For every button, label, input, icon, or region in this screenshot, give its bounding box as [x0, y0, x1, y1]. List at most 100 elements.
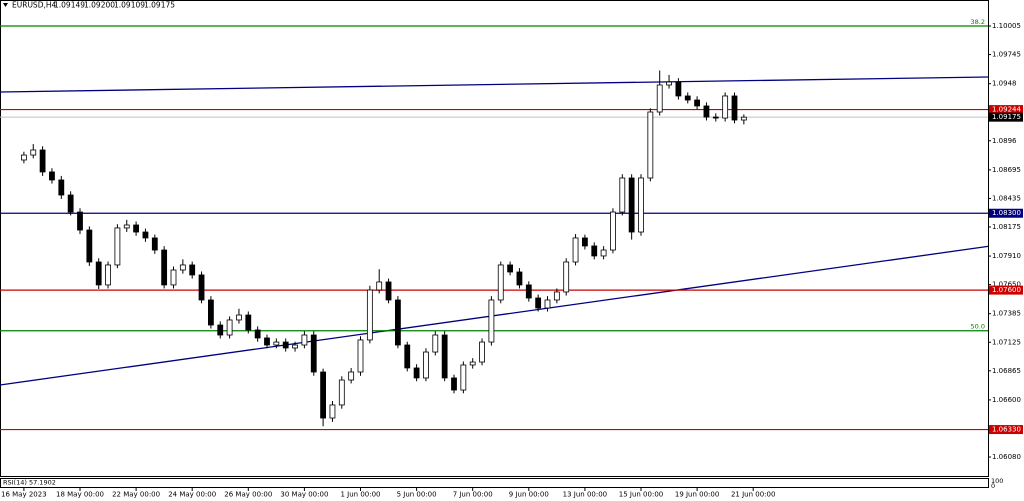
x-tick-label: 30 May 00:00 [280, 491, 328, 499]
y-tick-label: 1.09745 [992, 51, 1021, 59]
candle-body [507, 264, 514, 273]
price-box-label: 1.06330 [992, 426, 1021, 434]
plot-frame [0, 0, 989, 477]
y-tick-label: 1.08175 [992, 223, 1021, 231]
candle-body [301, 334, 308, 346]
x-tick-label: 15 Jun 00:00 [619, 491, 663, 499]
candle-body [189, 264, 196, 276]
candle-body [217, 324, 224, 336]
y-tick-label: 1.07125 [992, 338, 1021, 346]
candle-body [264, 337, 270, 346]
candle-body [675, 81, 682, 97]
candle-body [161, 249, 168, 286]
rsi-frame [0, 478, 989, 488]
x-tick-label: 16 May 2023 [1, 491, 47, 499]
candle-body [722, 95, 729, 119]
candle-body [572, 237, 579, 263]
ohlc-open: 1.09149 [54, 1, 85, 10]
candle-body [123, 224, 130, 229]
candle-body [236, 314, 242, 321]
x-tick-label: 5 Jun 00:00 [397, 491, 437, 499]
candle-body [591, 245, 598, 257]
candle-body [179, 264, 186, 271]
price-box-label: 1.09244 [992, 106, 1021, 114]
ohlc-low: 1.09109 [114, 1, 145, 10]
candle-body [133, 224, 140, 233]
candle-body [198, 274, 205, 301]
candle-body [638, 177, 644, 233]
candle-body [497, 264, 504, 301]
y-tick-label: 1.06865 [992, 367, 1021, 375]
price-box-label: 1.07600 [992, 286, 1021, 294]
candle-body [394, 299, 401, 346]
rsi-tick: 100 [991, 477, 1003, 485]
candle-body [114, 227, 121, 266]
x-tick-label: 22 May 00:00 [112, 491, 160, 499]
candle-body [20, 154, 27, 161]
candle-body [712, 116, 719, 119]
symbol: EURUSD,H4 [12, 1, 56, 10]
candle-body [432, 334, 439, 353]
candle-body [666, 81, 672, 86]
candle-body [170, 269, 177, 286]
candle-body [451, 377, 457, 391]
candle-body [563, 261, 570, 293]
candle-body [413, 367, 420, 379]
candle-body [49, 171, 55, 181]
price-box [989, 105, 1023, 115]
candle-body [366, 289, 373, 341]
y-tick-label: 1.08695 [992, 166, 1021, 174]
candle-body [647, 111, 654, 179]
candle-body [282, 341, 289, 349]
rsi-label: RSI(14) 57.1902 [3, 479, 56, 487]
candle-body [86, 229, 93, 263]
fib-label: 38.2 [971, 18, 985, 26]
candle-body [460, 364, 467, 391]
candle-body [226, 319, 233, 336]
candle-body [619, 177, 626, 213]
ohlc-close: 1.09175 [144, 1, 175, 10]
candle-body [77, 211, 83, 231]
candle-body [582, 237, 588, 247]
candle-body [207, 299, 214, 326]
y-tick-label: 1.0948 [992, 80, 1017, 88]
x-tick-label: 19 Jun 00:00 [675, 491, 719, 499]
candle-body [469, 361, 476, 366]
candle-body [488, 299, 495, 343]
x-tick-label: 1 Jun 00:00 [340, 491, 380, 499]
x-tick-label: 21 Jun 00:00 [731, 491, 775, 499]
candle-body [95, 261, 102, 286]
x-tick-label: 7 Jun 00:00 [453, 491, 493, 499]
candle-body [553, 291, 560, 301]
candle-body [731, 95, 738, 121]
candle-body [67, 194, 74, 213]
candle-body [404, 344, 411, 369]
candle-body [376, 281, 383, 291]
candle-body [610, 211, 616, 251]
candle-body [273, 341, 280, 346]
y-tick-label: 1.07910 [992, 252, 1021, 260]
candle-body [151, 237, 158, 251]
candle-body [338, 379, 345, 406]
y-tick-label: 1.06600 [992, 396, 1021, 404]
candle-body [245, 314, 252, 331]
candle-body [58, 179, 65, 196]
candle-body [329, 404, 336, 419]
candle-body [516, 271, 523, 286]
candle-body [39, 149, 46, 173]
price-box [989, 208, 1023, 218]
candle-body [535, 297, 542, 309]
x-tick-label: 24 May 00:00 [168, 491, 216, 499]
y-tick-label: 1.08435 [992, 194, 1021, 202]
candle-body [423, 351, 429, 379]
candle-body [740, 116, 747, 121]
ohlc-high: 1.09200 [84, 1, 115, 10]
candle-body [385, 281, 392, 301]
candle-body [600, 249, 607, 257]
price-box [989, 112, 1023, 122]
candle-body [703, 105, 710, 118]
y-tick-label: 1.06080 [992, 453, 1021, 461]
trendline [0, 76, 989, 93]
